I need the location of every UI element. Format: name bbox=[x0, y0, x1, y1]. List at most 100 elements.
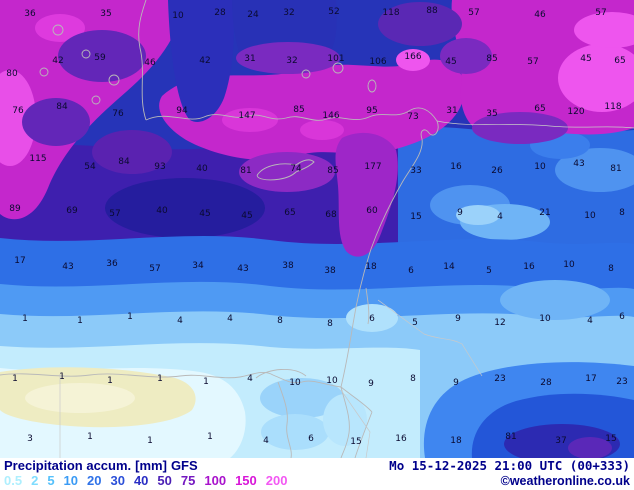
precip-value-label: 17 bbox=[585, 374, 596, 384]
dead-sea bbox=[365, 287, 370, 325]
precip-value-label: 84 bbox=[56, 102, 68, 112]
precip-value-label: 76 bbox=[12, 106, 24, 116]
precip-value-label: 1 bbox=[107, 376, 113, 386]
parameter-label: Precipitation accum. bbox=[4, 458, 132, 473]
precip-value-label: 6 bbox=[619, 312, 625, 322]
legend-value-10: 10 bbox=[63, 472, 79, 488]
precip-value-label: 73 bbox=[407, 112, 418, 122]
precip-value-label: 177 bbox=[364, 162, 381, 172]
precip-value-label: 166 bbox=[404, 52, 421, 62]
precip-value-label: 10 bbox=[289, 378, 301, 388]
precip-value-label: 57 bbox=[527, 57, 538, 67]
precip-value-label: 81 bbox=[240, 166, 251, 176]
aegean-coastline bbox=[138, 0, 147, 121]
mainland-coastline bbox=[0, 107, 439, 388]
precip-value-label: 4 bbox=[497, 212, 503, 222]
precip-value-label: 10 bbox=[172, 11, 184, 21]
country-border bbox=[436, 120, 634, 129]
legend-value-150: 150 bbox=[235, 472, 257, 488]
precip-value-label: 65 bbox=[284, 208, 295, 218]
precip-value-label: 45 bbox=[580, 54, 591, 64]
precip-value-label: 1 bbox=[157, 374, 163, 384]
precip-value-label: 10 bbox=[584, 211, 596, 221]
precip-value-label: 36 bbox=[106, 259, 118, 269]
precip-value-label: 9 bbox=[453, 378, 459, 388]
precip-value-label: 43 bbox=[573, 159, 584, 169]
model-label: GFS bbox=[170, 458, 198, 473]
precip-value-label: 8 bbox=[608, 264, 614, 274]
precip-value-label: 31 bbox=[244, 54, 255, 64]
precip-value-label: 18 bbox=[450, 436, 462, 446]
precip-value-label: 1 bbox=[203, 377, 209, 387]
precip-value-label: 118 bbox=[604, 102, 621, 112]
precip-value-label: 115 bbox=[29, 154, 46, 164]
precip-value-label: 95 bbox=[366, 106, 377, 116]
precip-value-label: 40 bbox=[196, 164, 208, 174]
precip-value-label: 32 bbox=[286, 56, 297, 66]
precip-value-label: 35 bbox=[486, 109, 497, 119]
precip-value-label: 28 bbox=[214, 8, 226, 18]
precip-value-label: 45 bbox=[445, 57, 456, 67]
nile-river bbox=[277, 381, 292, 458]
precip-value-label: 4 bbox=[177, 316, 183, 326]
precip-value-label: 69 bbox=[66, 206, 78, 216]
precip-value-label: 147 bbox=[238, 111, 255, 121]
precip-value-label: 57 bbox=[595, 8, 606, 18]
precip-value-label: 4 bbox=[263, 436, 269, 446]
precip-value-label: 37 bbox=[555, 436, 566, 446]
precip-filled-contours bbox=[0, 0, 634, 458]
precip-value-label: 1 bbox=[87, 432, 93, 442]
precip-value-label: 8 bbox=[327, 319, 333, 329]
precip-value-label: 33 bbox=[410, 166, 421, 176]
precip-value-label: 65 bbox=[534, 104, 545, 114]
precip-value-label: 17 bbox=[14, 256, 25, 266]
legend-value-100: 100 bbox=[204, 472, 227, 488]
precip-value-label: 68 bbox=[325, 210, 337, 220]
precip-value-label: 42 bbox=[199, 56, 210, 66]
precip-value-label: 16 bbox=[450, 162, 462, 172]
precip-value-label: 84 bbox=[118, 157, 130, 167]
legend-value-40: 40 bbox=[133, 472, 149, 488]
legend-value-200: 200 bbox=[265, 472, 288, 488]
precip-value-label: 93 bbox=[154, 162, 165, 172]
precip-value-label: 43 bbox=[62, 262, 73, 272]
precip-value-label: 45 bbox=[241, 211, 252, 221]
precip-value-label: 4 bbox=[247, 374, 253, 384]
region-levant-tongue bbox=[335, 132, 398, 257]
precip-value-label: 24 bbox=[247, 10, 259, 20]
footer-row-1: Precipitation accum. [mm] GFS Mo 15-12-202… bbox=[4, 459, 630, 473]
precip-value-label: 5 bbox=[412, 318, 418, 328]
precip-value-label: 1 bbox=[127, 312, 133, 322]
precip-value-label: 10 bbox=[534, 162, 546, 172]
precip-value-label: 6 bbox=[369, 314, 375, 324]
precip-value-label: 81 bbox=[610, 164, 621, 174]
precip-value-label: 88 bbox=[426, 6, 438, 16]
precip-value-label: 40 bbox=[156, 206, 168, 216]
precip-value-label: 45 bbox=[199, 209, 210, 219]
region-magenta-band bbox=[159, 59, 465, 161]
precip-value-label: 23 bbox=[616, 377, 627, 387]
precip-value-label: 32 bbox=[283, 8, 294, 18]
precip-value-label: 16 bbox=[395, 434, 407, 444]
country-border bbox=[340, 389, 371, 458]
precipitation-map: 36 35 10 28 24 32 52 118 88 57 46 57 80 42 59 46 42 31 32 1… bbox=[0, 0, 634, 458]
precip-value-label: 60 bbox=[366, 206, 378, 216]
precip-value-label: 8 bbox=[619, 208, 625, 218]
map-footer: Precipitation accum. [mm] GFS Mo 15-12-202… bbox=[0, 458, 634, 490]
precip-value-label: 9 bbox=[457, 208, 463, 218]
precip-value-label: 26 bbox=[491, 166, 503, 176]
precip-value-label: 4 bbox=[227, 314, 233, 324]
precip-value-label: 15 bbox=[605, 434, 616, 444]
precip-value-label: 1 bbox=[59, 372, 65, 382]
precip-value-label: 57 bbox=[468, 8, 479, 18]
country-border bbox=[377, 299, 483, 377]
precip-value-label: 28 bbox=[540, 378, 552, 388]
precip-value-label: 85 bbox=[327, 166, 338, 176]
precip-value-label: 10 bbox=[563, 260, 575, 270]
precip-value-label: 36 bbox=[24, 9, 36, 19]
precip-value-label: 4 bbox=[587, 316, 593, 326]
precip-value-label: 65 bbox=[614, 56, 625, 66]
precip-value-label: 15 bbox=[410, 212, 421, 222]
precip-value-label: 6 bbox=[408, 266, 414, 276]
